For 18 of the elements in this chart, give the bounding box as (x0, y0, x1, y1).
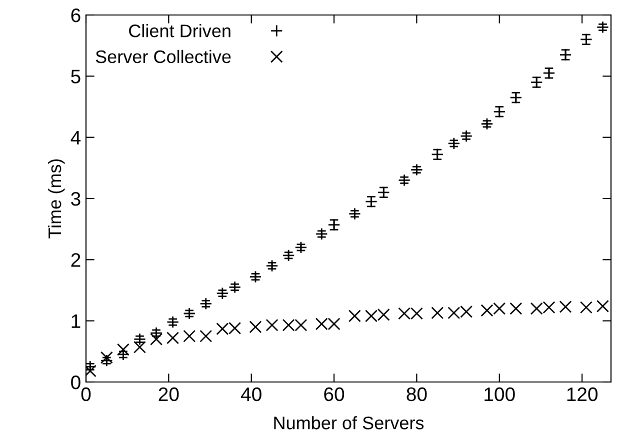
x-tick-label: 40 (240, 387, 262, 402)
y-tick-label: 6 (71, 8, 80, 22)
y-axis-title: Time (ms) (48, 159, 65, 238)
y-tick-label: 5 (71, 70, 80, 84)
legend-label: Client Driven (129, 24, 230, 38)
y-tick-label: 2 (71, 253, 80, 267)
y-tick-label: 0 (71, 375, 80, 390)
x-tick-label: 60 (324, 387, 344, 402)
x-tick-label: 120 (567, 387, 598, 402)
x-tick-label: 0 (81, 387, 91, 402)
x-tick-label: 20 (158, 387, 179, 402)
y-tick-label: 1 (72, 314, 80, 328)
x-axis-title: Number of Servers (274, 416, 424, 430)
legend-label: Server Collective (96, 50, 231, 64)
y-tick-label: 3 (71, 192, 80, 206)
y-tick-label: 4 (70, 131, 81, 144)
x-tick-label: 100 (484, 387, 515, 402)
x-tick-label: 80 (406, 387, 427, 402)
